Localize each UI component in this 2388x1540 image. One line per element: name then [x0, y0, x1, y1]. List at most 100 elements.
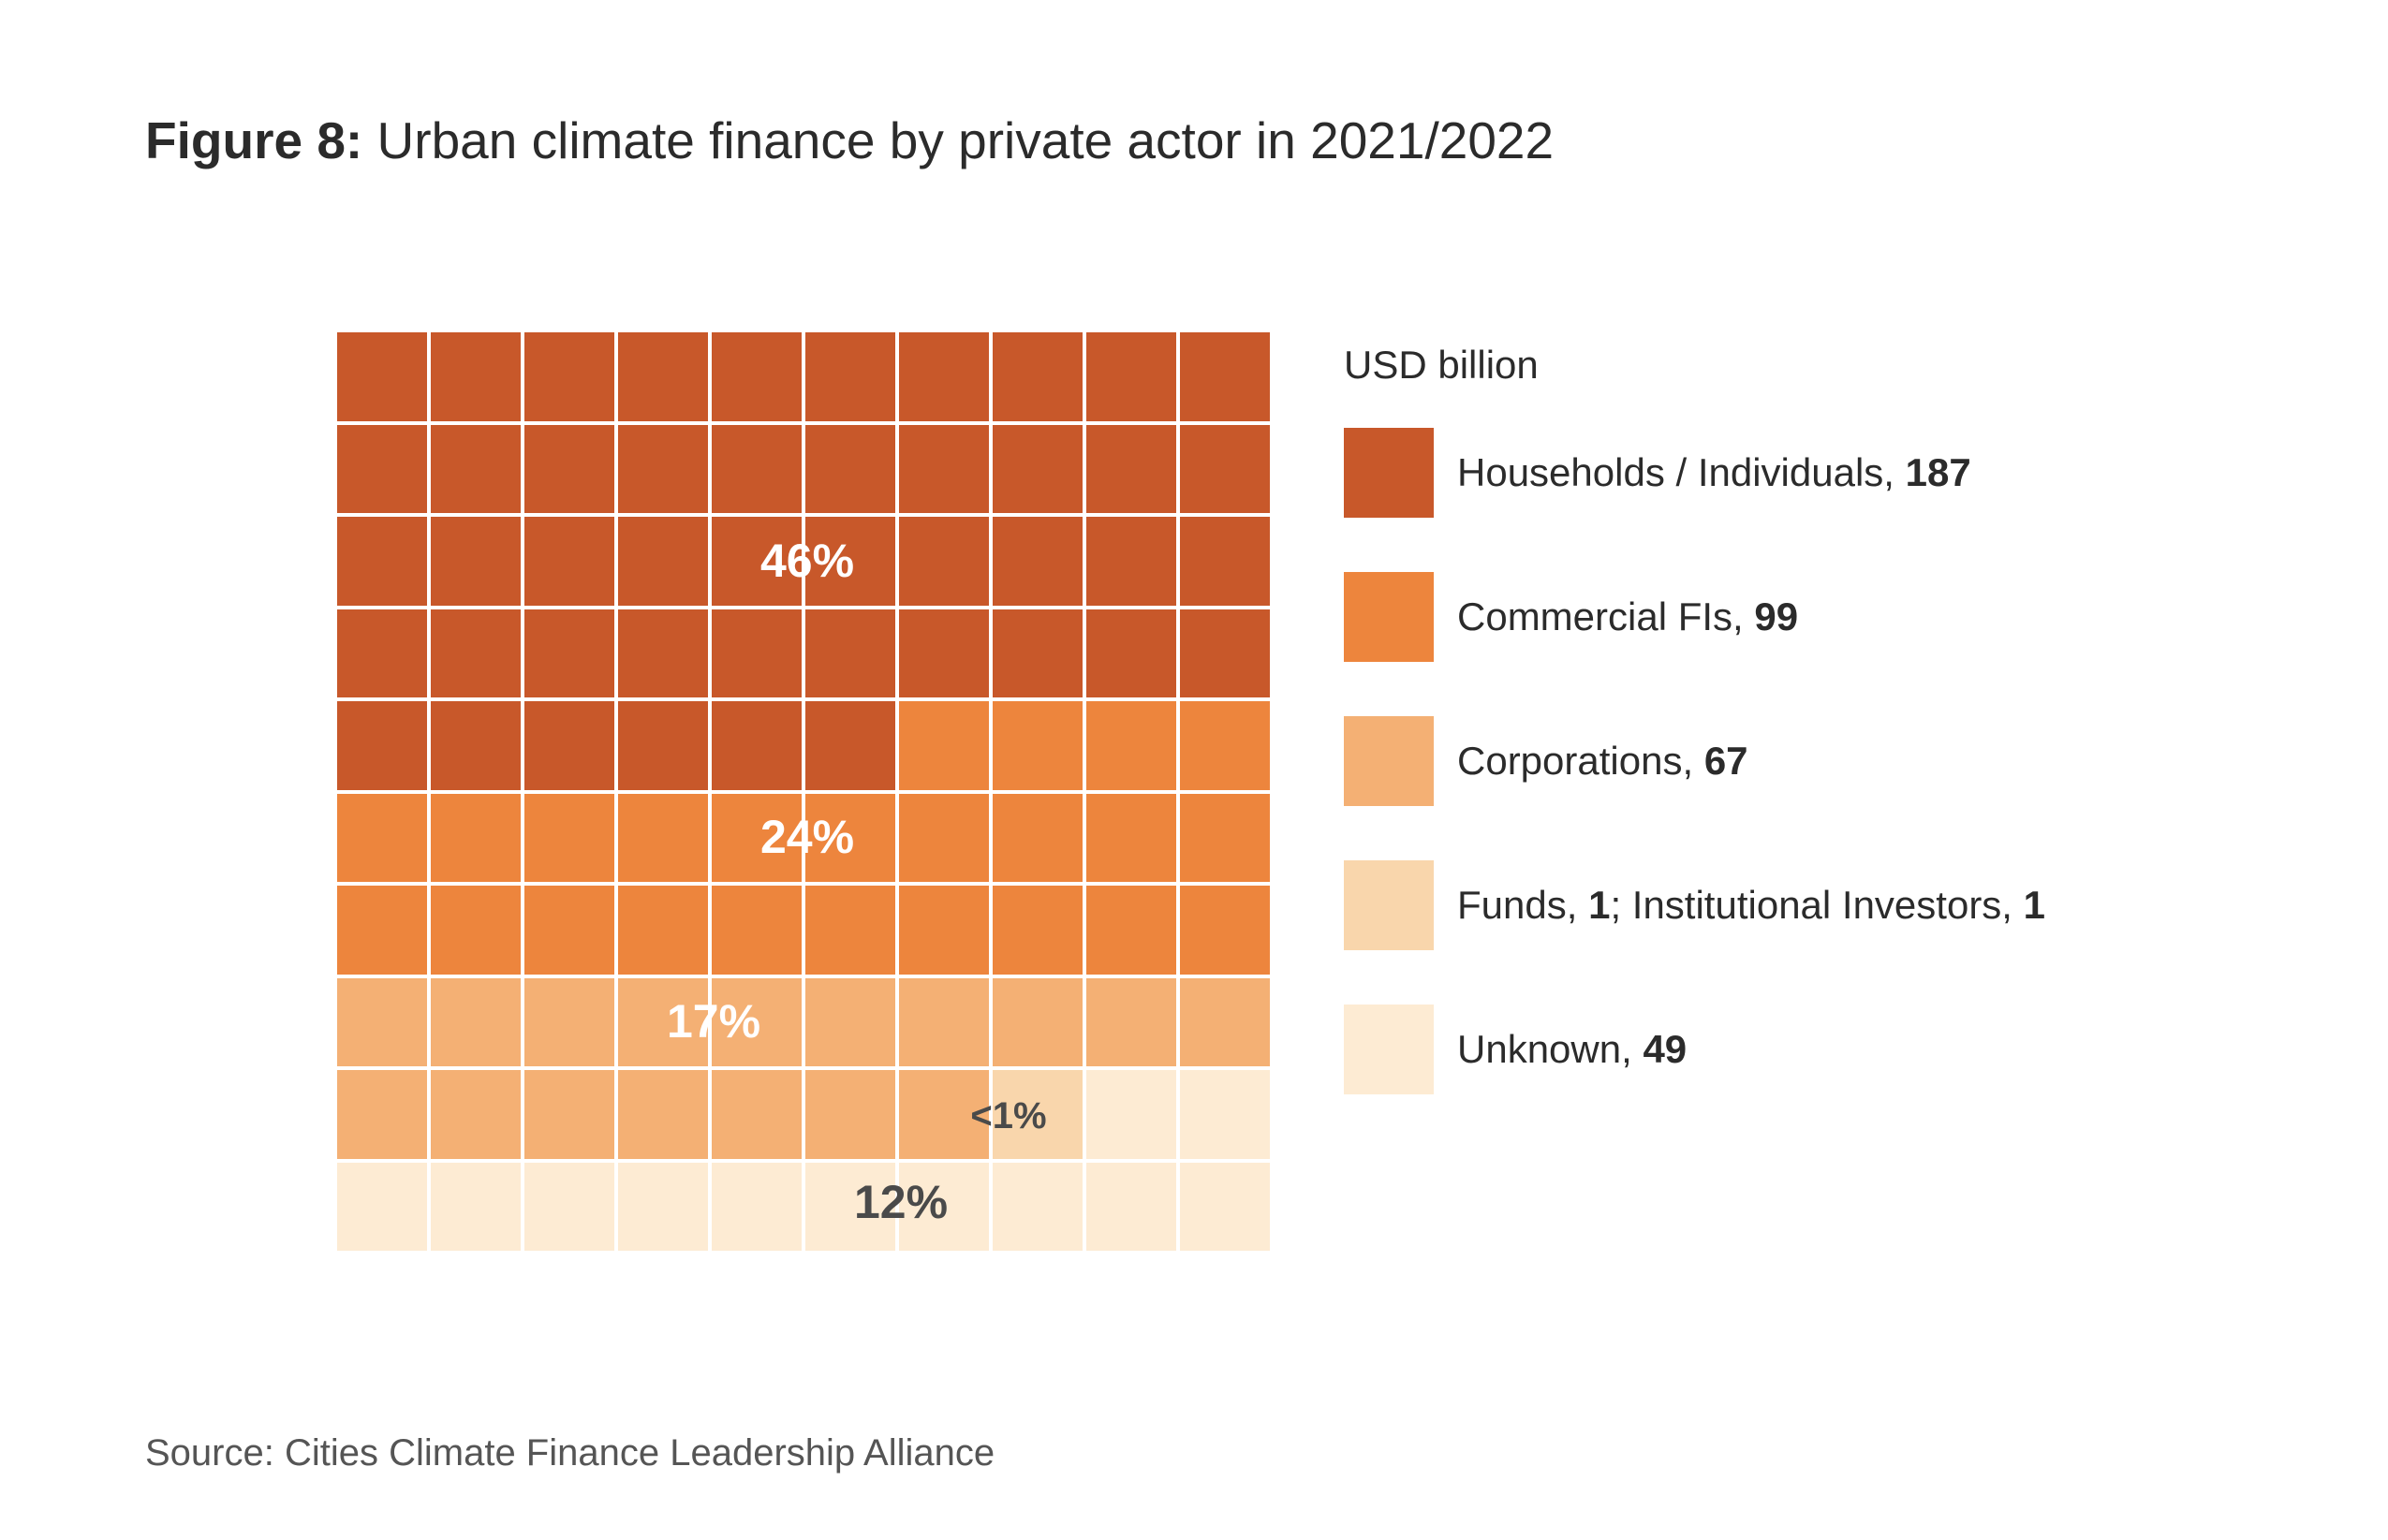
legend-value-households: 187 — [1905, 450, 1971, 494]
legend-swatch-corporations — [1344, 716, 1434, 806]
waffle-cell-commercial-fis — [337, 793, 427, 882]
waffle-cell-households-individuals — [993, 424, 1083, 513]
legend-swatch-households — [1344, 428, 1434, 518]
waffle-cell-households-individuals — [1180, 517, 1270, 606]
waffle-cell-households-individuals — [1180, 332, 1270, 421]
waffle-cell-households-individuals — [337, 424, 427, 513]
waffle-cell-commercial-fis — [431, 886, 521, 975]
waffle-cell-households-individuals — [899, 424, 989, 513]
waffle-cell-unknown — [1180, 1162, 1270, 1251]
waffle-cell-households-individuals — [1086, 424, 1176, 513]
waffle-cell-households-individuals — [431, 332, 521, 421]
waffle-cell-households-individuals — [1086, 609, 1176, 697]
waffle-cell-households-individuals — [993, 517, 1083, 606]
waffle-cell-unknown — [1086, 1162, 1176, 1251]
waffle-cell-households-individuals — [1180, 424, 1270, 513]
legend-item-corporations: Corporations, 67 — [1344, 716, 2327, 806]
legend-value-commercial-fis: 99 — [1754, 594, 1799, 638]
waffle-cell-households-individuals — [431, 609, 521, 697]
legend-label-institutional-investors: ; Institutional Investors, — [1610, 883, 2024, 927]
waffle-cell-households-individuals — [337, 609, 427, 697]
waffle-cell-households-individuals — [524, 424, 614, 513]
waffle-cell-corporations — [899, 1070, 989, 1159]
waffle-cell-corporations — [618, 977, 708, 1066]
waffle-cell-unknown — [337, 1162, 427, 1251]
waffle-cell-corporations — [431, 977, 521, 1066]
waffle-cell-commercial-fis — [431, 793, 521, 882]
source-note: Source: Cities Climate Finance Leadershi… — [145, 1432, 995, 1474]
legend-label-households: Households / Individuals — [1457, 450, 1884, 494]
waffle-cell-households-individuals — [712, 517, 802, 606]
legend-label-unknown: Unknown — [1457, 1027, 1622, 1071]
waffle-cell-commercial-fis — [899, 701, 989, 790]
waffle-cell-commercial-fis — [1180, 701, 1270, 790]
waffle-cell-households-individuals — [899, 332, 989, 421]
waffle-cell-commercial-fis — [1180, 886, 1270, 975]
waffle-cell-corporations — [1086, 977, 1176, 1066]
waffle-cell-households-individuals — [993, 332, 1083, 421]
waffle-cell-unknown — [1180, 1070, 1270, 1159]
waffle-cell-households-individuals — [618, 424, 708, 513]
pct-label-commercial-fis: 24% — [759, 811, 855, 863]
legend-value-funds: 1 — [1588, 883, 1611, 927]
waffle-cell-households-individuals — [337, 332, 427, 421]
waffle-cell-households-individuals — [899, 517, 989, 606]
legend-value-unknown: 49 — [1643, 1027, 1688, 1071]
waffle-cell-corporations — [431, 1070, 521, 1159]
waffle-cell-commercial-fis — [712, 886, 802, 975]
pct-label-households-individuals: 46% — [759, 535, 855, 587]
waffle-cell-households-individuals — [618, 701, 708, 790]
waffle-cell-corporations — [1180, 977, 1270, 1066]
waffle-cell-corporations — [712, 1070, 802, 1159]
waffle-cell-households-individuals — [712, 609, 802, 697]
waffle-cell-households-individuals — [618, 332, 708, 421]
waffle-cell-households-individuals — [805, 424, 895, 513]
waffle-cell-commercial-fis — [1180, 793, 1270, 882]
legend-label-commercial-fis: Commercial FIs — [1457, 594, 1733, 638]
waffle-cell-commercial-fis — [1086, 701, 1176, 790]
waffle-cell-commercial-fis — [993, 701, 1083, 790]
waffle-cell-commercial-fis — [337, 886, 427, 975]
figure-title-text: Urban climate finance by private actor i… — [362, 111, 1555, 169]
waffle-cell-corporations — [618, 1070, 708, 1159]
legend-item-unknown: Unknown, 49 — [1344, 1005, 2327, 1094]
legend-swatch-commercial-fis — [1344, 572, 1434, 662]
waffle-cell-corporations — [337, 977, 427, 1066]
waffle-cell-commercial-fis — [524, 886, 614, 975]
waffle-cell-households-individuals — [993, 609, 1083, 697]
waffle-cell-unknown — [618, 1162, 708, 1251]
waffle-cell-households-individuals — [712, 332, 802, 421]
waffle-cell-commercial-fis — [805, 886, 895, 975]
waffle-cell-commercial-fis — [899, 886, 989, 975]
waffle-cell-households-individuals — [712, 424, 802, 513]
waffle-cell-households-individuals — [337, 701, 427, 790]
waffle-cell-unknown — [993, 1162, 1083, 1251]
waffle-cell-funds — [993, 1070, 1083, 1159]
waffle-cell-commercial-fis — [618, 793, 708, 882]
waffle-cell-households-individuals — [524, 701, 614, 790]
legend-label-corporations: Corporations — [1457, 739, 1683, 783]
pct-label-corporations: 17% — [666, 995, 761, 1048]
waffle-cell-unknown — [899, 1162, 989, 1251]
waffle-cell-households-individuals — [1180, 609, 1270, 697]
legend-swatch-unknown — [1344, 1005, 1434, 1094]
waffle-cell-unknown — [524, 1162, 614, 1251]
waffle-cell-households-individuals — [1086, 332, 1176, 421]
legend: USD billion Households / Individuals, 18… — [1344, 337, 2327, 1149]
waffle-cell-households-individuals — [524, 332, 614, 421]
pct-label-unknown: 12% — [853, 1176, 949, 1228]
waffle-cell-households-individuals — [805, 701, 895, 790]
waffle-cell-corporations — [712, 977, 802, 1066]
waffle-cell-commercial-fis — [993, 793, 1083, 882]
legend-label-funds: Funds — [1457, 883, 1567, 927]
waffle-cell-commercial-fis — [1086, 886, 1176, 975]
legend-item-funds-institutional: Funds, 1; Institutional Investors, 1 — [1344, 860, 2327, 950]
waffle-cell-commercial-fis — [524, 793, 614, 882]
waffle-cell-corporations — [899, 977, 989, 1066]
waffle-cell-commercial-fis — [993, 886, 1083, 975]
waffle-cell-households-individuals — [805, 332, 895, 421]
waffle-cell-commercial-fis — [712, 793, 802, 882]
waffle-cell-corporations — [805, 1070, 895, 1159]
chart-title: Figure 8: Urban climate finance by priva… — [145, 103, 1554, 178]
legend-title: USD billion — [1344, 343, 1539, 387]
